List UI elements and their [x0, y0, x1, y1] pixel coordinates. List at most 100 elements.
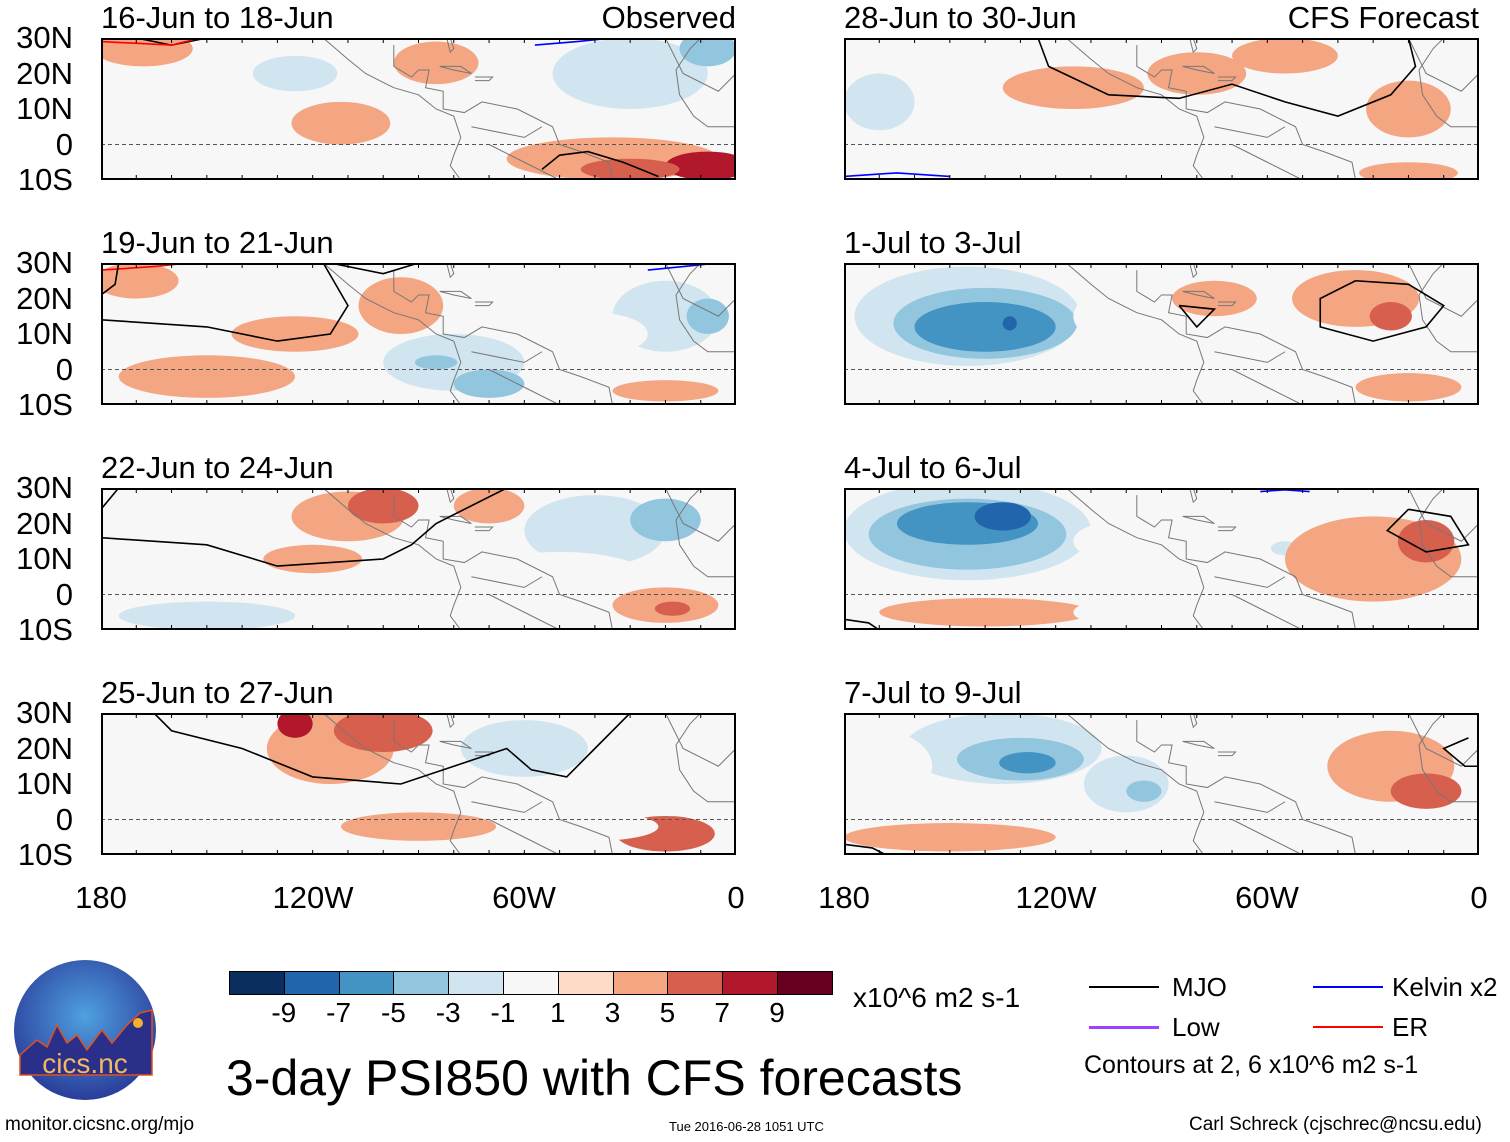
coastline [664, 713, 736, 767]
coastline [322, 488, 462, 630]
shaded-anomaly [665, 151, 736, 180]
coastline [393, 270, 614, 405]
shaded-anomaly [974, 502, 1031, 531]
shaded-anomaly [1073, 519, 1180, 563]
coastline [1407, 263, 1479, 317]
units-label: x10^6 m2 s-1 [853, 982, 1021, 1013]
coastline [675, 713, 736, 803]
coastline [1231, 594, 1303, 630]
shaded-anomaly [1002, 66, 1144, 109]
coastline [1217, 751, 1237, 757]
lat-label: 10S [17, 387, 73, 422]
lat-label: 0 [55, 801, 73, 837]
coastline [1407, 713, 1479, 767]
colorbar-swatch [777, 972, 832, 994]
shaded-anomaly [612, 380, 719, 402]
lon-label: 0 [727, 880, 745, 915]
lat-label: 30N [16, 695, 73, 730]
lon-label: 180 [818, 880, 870, 915]
colorbar-swatch [284, 972, 340, 994]
coastline [1231, 819, 1303, 855]
contour-mjo [844, 618, 880, 630]
colorbar-swatch [668, 972, 724, 994]
colorbar-label: 1 [550, 997, 566, 1028]
column-label: CFS Forecast [1287, 0, 1479, 35]
shaded-anomaly [393, 41, 479, 85]
coastline [471, 576, 543, 588]
shaded-anomaly [1002, 316, 1017, 331]
coastline [1231, 369, 1303, 405]
map-panel [844, 38, 1479, 180]
coastline [1407, 38, 1479, 92]
shaded-anomaly [911, 59, 1024, 102]
coastline [446, 38, 455, 54]
coastline [393, 495, 614, 630]
coastline [1217, 526, 1237, 532]
shaded-anomaly [999, 752, 1056, 774]
shaded-anomaly [1366, 80, 1451, 138]
shaded-anomaly [453, 369, 525, 398]
coastline [675, 263, 736, 353]
coastline [664, 263, 736, 317]
shaded-anomaly [879, 598, 1091, 627]
shaded-anomaly [630, 498, 701, 542]
shaded-anomaly [654, 601, 691, 616]
coastline [1065, 713, 1205, 855]
coastline [471, 351, 543, 363]
panel-title: 4-Jul to 6-Jul [844, 450, 1022, 485]
shaded-anomaly [291, 101, 391, 145]
coastline [474, 301, 494, 307]
coastline [664, 488, 736, 542]
coastline [474, 76, 494, 82]
shaded-anomaly [118, 355, 296, 398]
shaded-anomaly [1108, 351, 1250, 388]
coastline [446, 713, 455, 729]
shaded-anomaly [861, 140, 1039, 177]
lat-label: 10S [17, 162, 73, 197]
coastline [446, 263, 455, 279]
coastline [322, 38, 462, 180]
contour-mjo [101, 263, 349, 342]
shaded-anomaly [471, 551, 648, 602]
coastline [1418, 263, 1479, 353]
contour-kelvin [844, 172, 950, 178]
shaded-anomaly [844, 730, 933, 802]
shaded-anomaly [1147, 52, 1247, 95]
shaded-anomaly [1073, 598, 1180, 627]
panel-title: 1-Jul to 3-Jul [844, 225, 1022, 260]
panel-frame [101, 488, 736, 630]
coastline [393, 720, 614, 855]
shaded-anomaly [1359, 162, 1458, 180]
panel-frame [844, 38, 1479, 180]
shaded-anomaly [541, 312, 648, 356]
shaded-anomaly [263, 544, 363, 574]
coastline [488, 369, 560, 405]
coastline [1217, 301, 1237, 307]
contour-mjo [1319, 279, 1445, 342]
lat-label: 0 [55, 126, 73, 162]
panel-title: 22-Jun to 24-Jun [101, 450, 334, 485]
contour-mjo [101, 488, 508, 567]
source-url[interactable]: monitor.cicsnc.org/mjo [5, 1114, 195, 1135]
coastline [1214, 351, 1286, 363]
coastline [1182, 515, 1215, 524]
lat-label: 10S [17, 837, 73, 872]
contour-mjo [101, 263, 120, 296]
shaded-anomaly [347, 488, 419, 524]
contour-mjo [844, 843, 887, 855]
coastline [1407, 488, 1479, 542]
lat-label: 10S [17, 612, 73, 647]
lat-label: 10N [16, 316, 73, 351]
shaded-anomaly [122, 502, 221, 545]
colorbar-swatch [230, 972, 285, 994]
legend-label: Kelvin x2 [1392, 972, 1498, 1002]
map-panel [101, 38, 736, 180]
shaded-anomaly [277, 713, 313, 738]
contour-mjo [1037, 38, 1417, 117]
shaded-anomaly [1232, 38, 1338, 74]
shaded-anomaly [136, 823, 313, 852]
panel-frame [101, 38, 736, 180]
legend-line-er [1313, 1026, 1383, 1028]
coastline [322, 263, 462, 405]
shaded-anomaly [178, 277, 306, 320]
